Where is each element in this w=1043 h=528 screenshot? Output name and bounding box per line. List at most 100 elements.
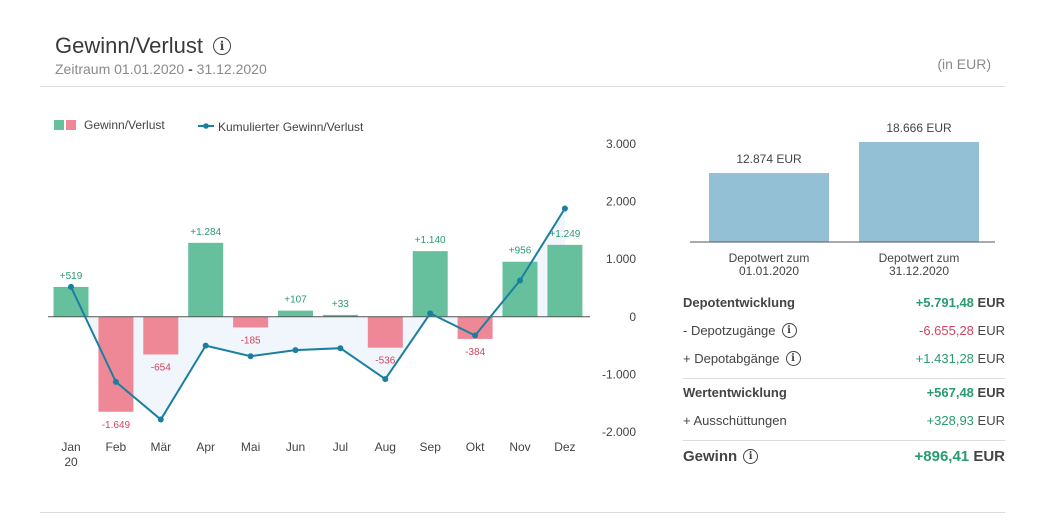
row-depotabgaenge: + Depotabgänge i +1.431,28 EUR — [683, 351, 1005, 366]
x-tick-label: Jan — [61, 440, 80, 454]
row-depotentwicklung: Depotentwicklung +5.791,48 EUR — [683, 295, 1005, 310]
period-from: 01.01.2020 — [114, 61, 185, 77]
currency: EUR — [977, 323, 1005, 338]
depot-category-label: Depotwert zum — [729, 251, 810, 265]
row-wertentwicklung: Wertentwicklung +567,48 EUR — [683, 385, 1005, 400]
info-icon[interactable]: i — [781, 323, 797, 338]
info-icon[interactable]: i — [212, 37, 231, 55]
depot-bar — [859, 142, 979, 242]
y-tick-label: -2.000 — [602, 425, 636, 439]
x-tick-sublabel: 20 — [64, 455, 78, 469]
row-ausschuettungen: + Ausschüttungen +328,93 EUR — [683, 413, 1005, 428]
currency: EUR — [977, 295, 1005, 310]
bar-value-label: -384 — [465, 347, 485, 358]
x-tick-label: Dez — [554, 440, 575, 454]
bar — [412, 251, 448, 317]
chart-title: Gewinn/Verlust i — [55, 33, 231, 59]
x-tick-label: Aug — [375, 440, 396, 454]
bar-value-label: +1.140 — [415, 235, 446, 246]
wertentwicklung-value: +567,48 — [926, 385, 974, 400]
info-icon[interactable]: i — [743, 449, 759, 464]
x-tick-label: Nov — [509, 440, 530, 454]
y-tick-label: 2.000 — [606, 195, 636, 209]
x-tick-label: Jun — [286, 440, 305, 454]
bar-value-label: +1.284 — [190, 227, 221, 238]
bar — [322, 314, 358, 317]
currency: EUR — [977, 351, 1005, 366]
cumulative-point — [427, 310, 434, 317]
row-depotzugaenge: - Depotzugänge i -6.655,28 EUR — [683, 323, 1005, 338]
depot-bar — [709, 173, 829, 242]
x-tick-label: Okt — [466, 440, 485, 454]
period-to: 31.12.2020 — [196, 61, 267, 77]
currency: EUR — [977, 413, 1005, 428]
bar — [547, 244, 583, 317]
depotabgaenge-value: +1.431,28 — [915, 351, 974, 366]
depotzugaenge-value: -6.655,28 — [918, 323, 974, 338]
x-tick-label: Jul — [333, 440, 348, 454]
bar-value-label: -185 — [241, 335, 261, 346]
footer-divider — [40, 512, 1005, 513]
bar-value-label: -1.649 — [102, 420, 131, 431]
cumulative-point — [247, 353, 254, 360]
currency: EUR — [973, 448, 1005, 465]
y-tick-label: 3.000 — [606, 137, 636, 151]
cumulative-point — [202, 342, 209, 349]
x-tick-label: Mai — [241, 440, 260, 454]
summary-divider — [683, 440, 1005, 441]
depotentwicklung-label: Depotentwicklung — [683, 295, 795, 310]
gewinn-label: Gewinn — [683, 448, 738, 465]
row-gewinn: Gewinn i +896,41 EUR — [683, 448, 1005, 465]
cumulative-point — [337, 345, 344, 352]
x-tick-label: Feb — [106, 440, 127, 454]
y-tick-label: 0 — [629, 310, 636, 324]
bar-value-label: +1.249 — [549, 229, 580, 240]
depot-bar-value-label: 18.666 EUR — [886, 121, 952, 135]
ausschuettungen-value: +328,93 — [926, 413, 974, 428]
chart-title-text: Gewinn/Verlust — [55, 33, 203, 58]
depot-category-label: Depotwert zum — [879, 251, 960, 265]
bar-value-label: +107 — [284, 295, 307, 306]
cumulative-point — [561, 205, 568, 212]
currency: EUR — [977, 385, 1005, 400]
legend-label: Kumulierter Gewinn/Verlust — [218, 120, 364, 134]
chart-legend: Gewinn/Verlust Kumulierter Gewinn/Verlust — [54, 118, 364, 134]
bar — [367, 316, 403, 348]
bar — [457, 316, 493, 339]
period-subtitle: Zeitraum 01.01.2020 - 31.12.2020 — [55, 61, 267, 77]
summary-divider — [683, 378, 1005, 379]
legend-line-marker — [203, 123, 209, 129]
legend-swatch-positive — [54, 120, 64, 130]
bar-value-label: +519 — [60, 271, 83, 282]
cumulative-point — [517, 277, 523, 284]
y-tick-label: -1.000 — [602, 367, 636, 381]
depotabgaenge-label: + Depotabgänge — [683, 351, 780, 366]
bar — [278, 310, 313, 317]
gewinn-value: +896,41 — [914, 448, 970, 465]
info-icon[interactable]: i — [785, 351, 801, 366]
depot-category-label: 01.01.2020 — [739, 264, 799, 278]
bar-value-label: -654 — [151, 362, 171, 373]
depot-category-label: 31.12.2020 — [889, 264, 949, 278]
depotentwicklung-value: +5.791,48 — [915, 295, 974, 310]
y-tick-label: 1.000 — [606, 252, 636, 266]
cumulative-line — [70, 207, 566, 422]
legend-swatch-negative — [66, 120, 76, 130]
profit-loss-chart: Gewinn/Verlust Kumulierter Gewinn/Verlust… — [48, 118, 636, 469]
depot-bar-value-label: 12.874 EUR — [736, 152, 802, 166]
bar — [502, 261, 538, 317]
cumulative-point — [157, 416, 164, 423]
x-tick-label: Apr — [196, 440, 215, 454]
bar-value-label: -536 — [375, 356, 395, 367]
bar — [98, 316, 134, 412]
period-label: Zeitraum — [55, 61, 111, 77]
cumulative-point — [68, 283, 74, 290]
header-divider — [40, 86, 1005, 87]
cumulative-point — [292, 347, 299, 354]
depotzugaenge-label: - Depotzugänge — [683, 323, 776, 338]
bar — [188, 242, 224, 317]
summary-table: Depotentwicklung +5.791,48 EUR - Depotzu… — [683, 295, 1005, 475]
wertentwicklung-label: Wertentwicklung — [683, 385, 787, 400]
cumulative-point — [112, 378, 119, 385]
